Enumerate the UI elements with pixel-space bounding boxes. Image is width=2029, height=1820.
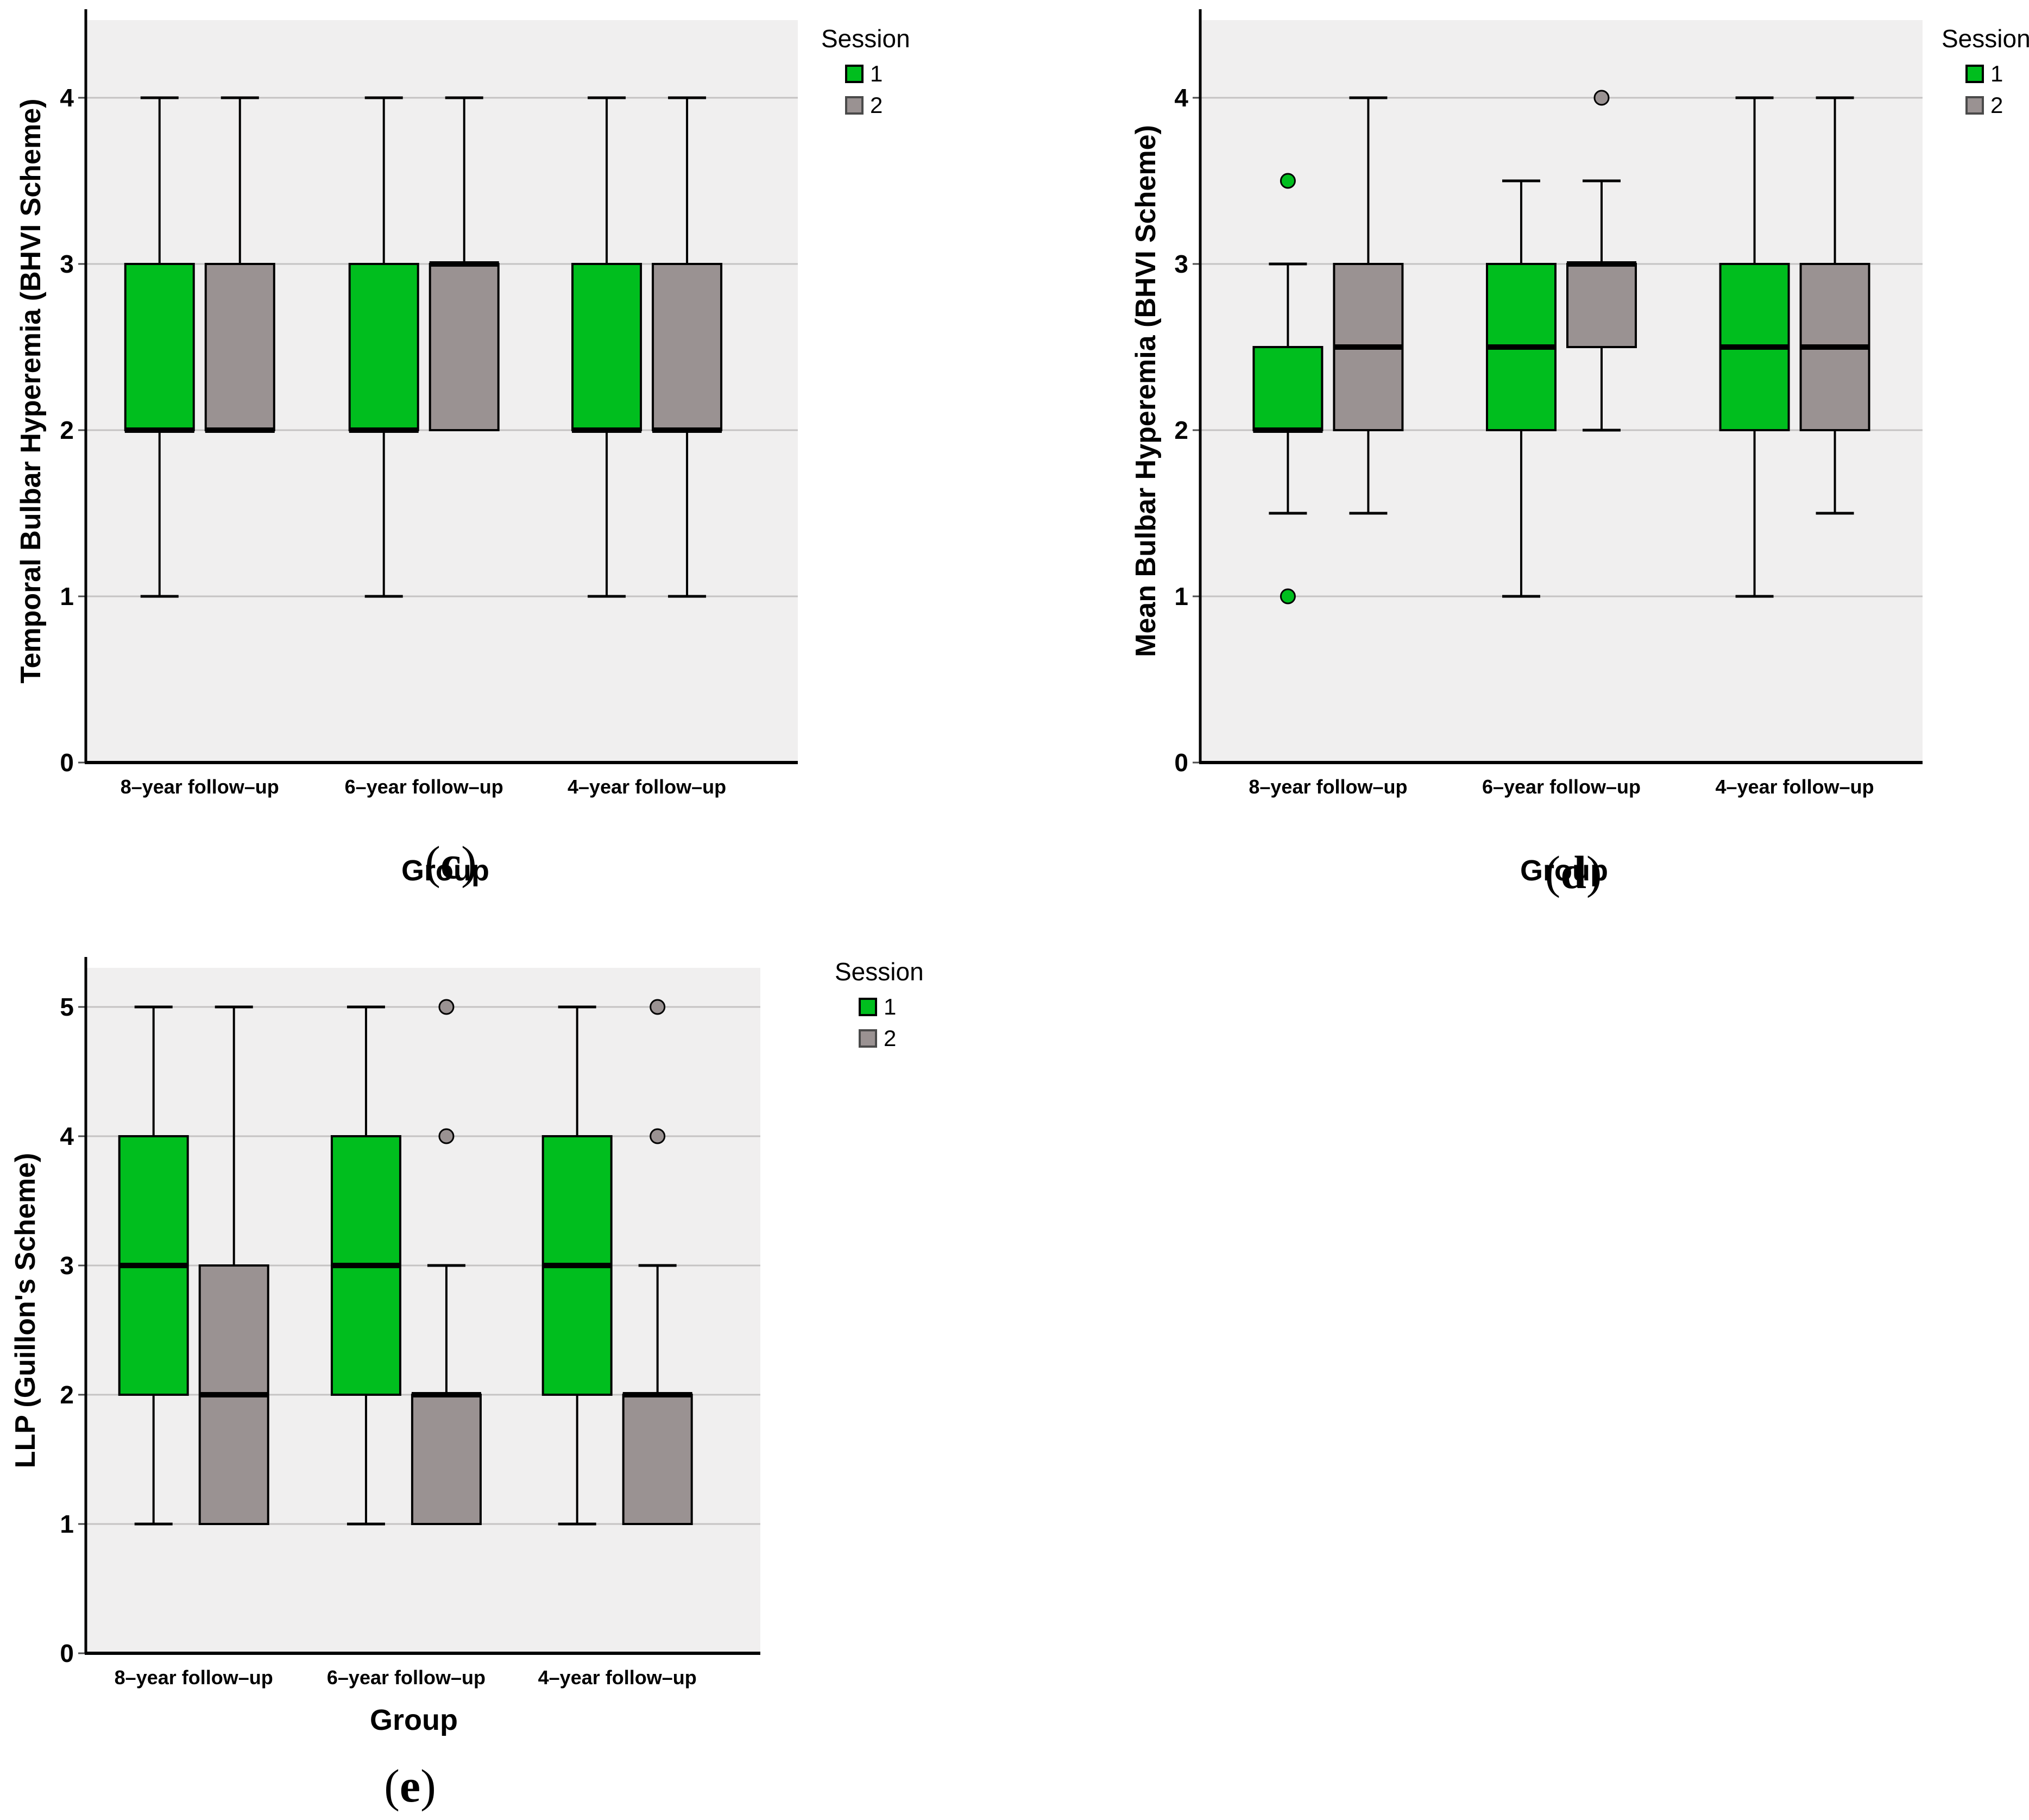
chart-c-category-label-0: 8–year follow–up bbox=[120, 776, 279, 798]
chart-e-y-tick-label-2: 2 bbox=[60, 1381, 74, 1409]
outlier-e-1-session2-1 bbox=[438, 999, 455, 1015]
chart-d-legend-title: Session bbox=[1942, 24, 2029, 53]
caption-close-paren: ) bbox=[1586, 846, 1602, 898]
chart-c-category-label-2: 4–year follow–up bbox=[568, 776, 727, 798]
chart-d-y-tick-label-0: 0 bbox=[1174, 748, 1188, 777]
chart-c-y-tick-label-3: 3 bbox=[60, 250, 74, 278]
chart-e-legend-item-label-1: 1 bbox=[884, 994, 897, 1019]
chart-c-legend-item-label-1: 1 bbox=[870, 61, 883, 86]
chart-e-caption: (e) bbox=[384, 1759, 436, 1813]
chart-c-x-axis-title: Group bbox=[401, 854, 489, 887]
caption-close-paren: ) bbox=[461, 836, 477, 889]
chart-d-caption: (d) bbox=[1545, 845, 1602, 899]
outlier-d-0-session1-0 bbox=[1280, 173, 1296, 189]
caption-open-paren: ( bbox=[425, 836, 440, 889]
chart-d-y-tick-label-1: 1 bbox=[1174, 582, 1188, 610]
chart-c-y-tick-label-2: 2 bbox=[60, 416, 74, 444]
chart-c-y-tick-label-0: 0 bbox=[60, 748, 74, 777]
box-d-1-session2 bbox=[1566, 263, 1637, 348]
box-c-2-session2 bbox=[652, 263, 723, 431]
chart-e-legend-item-label-2: 2 bbox=[884, 1025, 897, 1051]
chart-e-category-label-1: 6–year follow–up bbox=[326, 1666, 486, 1689]
chart-e-y-tick-label-1: 1 bbox=[60, 1510, 74, 1538]
chart-c-legend-item-1: 1 bbox=[845, 61, 910, 87]
chart-e-legend-swatch-session-1 bbox=[859, 998, 877, 1016]
chart-d-y-tick-label-4: 4 bbox=[1174, 84, 1188, 112]
chart-e-category-label-2: 4–year follow–up bbox=[538, 1666, 697, 1689]
caption-letter: c bbox=[440, 836, 462, 889]
box-c-0-session1 bbox=[124, 263, 195, 431]
caption-letter: d bbox=[1560, 846, 1586, 898]
chart-e-y-axis-title: LLP (Guillon's Scheme) bbox=[10, 1153, 41, 1469]
chart-c-caption: (c) bbox=[425, 835, 476, 890]
box-d-0-session1 bbox=[1252, 346, 1324, 431]
outlier-e-2-session2-0 bbox=[650, 1128, 666, 1144]
outlier-e-1-session2-0 bbox=[438, 1128, 455, 1144]
chart-d-legend-item-1: 1 bbox=[1965, 61, 2029, 87]
chart-e-legend-swatch-session-2 bbox=[859, 1029, 877, 1048]
chart-d-y-tick-label-3: 3 bbox=[1174, 250, 1188, 278]
chart-c-y-tick-label-4: 4 bbox=[60, 84, 74, 112]
chart-c-y-tick-label-1: 1 bbox=[60, 582, 74, 610]
outlier-e-2-session2-1 bbox=[650, 999, 666, 1015]
outlier-d-1-session2-0 bbox=[1593, 90, 1610, 106]
box-c-0-session2 bbox=[204, 263, 275, 431]
chart-c-category-label-1: 6–year follow–up bbox=[344, 776, 503, 798]
box-e-2-session2 bbox=[622, 1394, 693, 1525]
chart-e-x-axis-title: Group bbox=[370, 1704, 458, 1736]
box-c-1-session2 bbox=[429, 263, 500, 431]
chart-d-category-label-2: 4–year follow–up bbox=[1715, 776, 1874, 798]
chart-e-legend-title: Session bbox=[835, 958, 924, 986]
caption-letter: e bbox=[399, 1760, 421, 1812]
chart-d-legend-item-2: 2 bbox=[1965, 92, 2029, 118]
caption-open-paren: ( bbox=[1545, 846, 1561, 898]
chart-e-y-tick-label-4: 4 bbox=[60, 1122, 74, 1150]
chart-c-legend-title: Session bbox=[821, 24, 910, 53]
chart-c-legend-swatch-session-1 bbox=[845, 65, 864, 83]
caption-open-paren: ( bbox=[384, 1760, 400, 1812]
chart-d-legend-swatch-session-2 bbox=[1965, 96, 1984, 115]
chart-e-legend-item-1: 1 bbox=[859, 994, 924, 1020]
chart-d-category-label-1: 6–year follow–up bbox=[1482, 776, 1641, 798]
chart-d-legend-swatch-session-1 bbox=[1965, 65, 1984, 83]
chart-e-y-tick-label-5: 5 bbox=[60, 993, 74, 1021]
chart-e-y-tick-label-0: 0 bbox=[60, 1639, 74, 1667]
box-c-2-session1 bbox=[571, 263, 642, 431]
outlier-d-0-session1-1 bbox=[1280, 588, 1296, 604]
chart-e-legend-item-2: 2 bbox=[859, 1025, 924, 1051]
chart-c-legend-item-label-2: 2 bbox=[870, 92, 883, 118]
chart-d-x-axis-title: Group bbox=[1520, 854, 1608, 887]
box-c-1-session1 bbox=[348, 263, 419, 431]
box-e-1-session2 bbox=[411, 1394, 482, 1525]
chart-e-panel bbox=[86, 968, 760, 1653]
chart-d-y-axis-title: Mean Bulbar Hyperemia (BHVI Scheme) bbox=[1130, 125, 1162, 657]
chart-d-y-tick-label-2: 2 bbox=[1174, 416, 1188, 444]
chart-c-legend-swatch-session-2 bbox=[845, 96, 864, 115]
chart-c-legend-item-2: 2 bbox=[845, 92, 910, 118]
chart-d-legend-item-label-1: 1 bbox=[1990, 61, 2003, 86]
chart-e-y-tick-label-3: 3 bbox=[60, 1251, 74, 1280]
chart-d-category-label-0: 8–year follow–up bbox=[1249, 776, 1408, 798]
chart-e-category-label-0: 8–year follow–up bbox=[114, 1666, 273, 1689]
caption-close-paren: ) bbox=[420, 1760, 436, 1812]
chart-d-legend-item-label-2: 2 bbox=[1990, 92, 2003, 118]
